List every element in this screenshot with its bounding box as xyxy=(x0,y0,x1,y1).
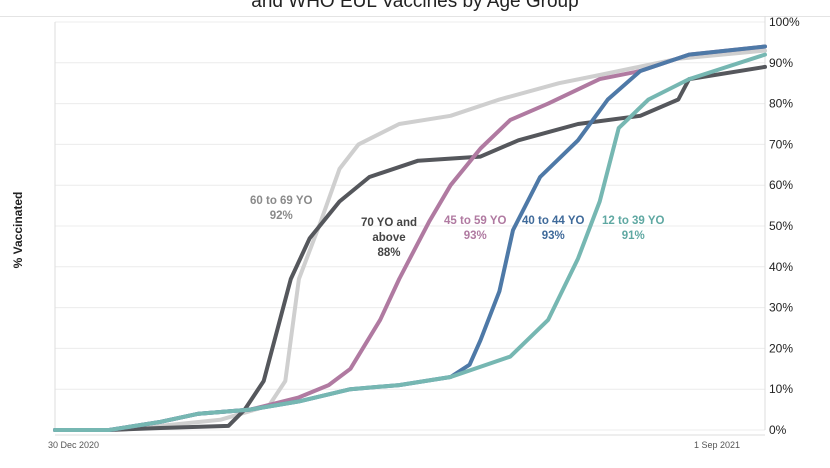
y-tick-label: 10% xyxy=(769,382,793,396)
y-tick-label: 80% xyxy=(769,97,793,111)
x-tick-label: 1 Sep 2021 xyxy=(694,440,741,450)
chart-title: and WHO EUL Vaccines by Age Group xyxy=(251,0,579,12)
annotation-45-59: 45 to 59 YO 93% xyxy=(444,214,506,244)
series-label: 12 to 39 YO xyxy=(602,215,665,227)
y-tick-label: 40% xyxy=(769,260,793,274)
annotation-40-44: 40 to 44 YO 93% xyxy=(522,214,584,244)
annotation-60-69: 60 to 69 YO 92% xyxy=(250,194,312,224)
x-tick-label: 30 Dec 2020 xyxy=(48,440,100,450)
series-value: 93% xyxy=(541,230,565,242)
series-value: 93% xyxy=(463,230,487,242)
annotation-70-plus: 70 YO and above 88% xyxy=(354,216,424,261)
y-tick-label: 30% xyxy=(769,301,793,315)
y-tick-label: 20% xyxy=(769,341,793,355)
y-tick-label: 100% xyxy=(769,15,800,29)
series-value: 88% xyxy=(377,247,401,259)
series-label: 70 YO and above xyxy=(360,217,418,244)
annotation-12-39: 12 to 39 YO 91% xyxy=(602,214,664,244)
series-label: 45 to 59 YO xyxy=(444,215,507,227)
divider xyxy=(0,16,830,17)
series-line-70-yo-and-above xyxy=(53,64,767,432)
y-tick-label: 50% xyxy=(769,219,793,233)
y-tick-label: 90% xyxy=(769,56,793,70)
series-value: 91% xyxy=(621,230,645,242)
series-label: 60 to 69 YO xyxy=(250,195,313,207)
y-tick-label: 60% xyxy=(769,178,793,192)
y-tick-label: 0% xyxy=(769,423,787,437)
series-line-60-to-69-yo xyxy=(53,48,767,432)
series-label: 40 to 44 YO xyxy=(522,215,585,227)
series-line-12-to-39-yo xyxy=(53,52,767,432)
series-value: 92% xyxy=(269,210,293,222)
y-tick-label: 70% xyxy=(769,137,793,151)
